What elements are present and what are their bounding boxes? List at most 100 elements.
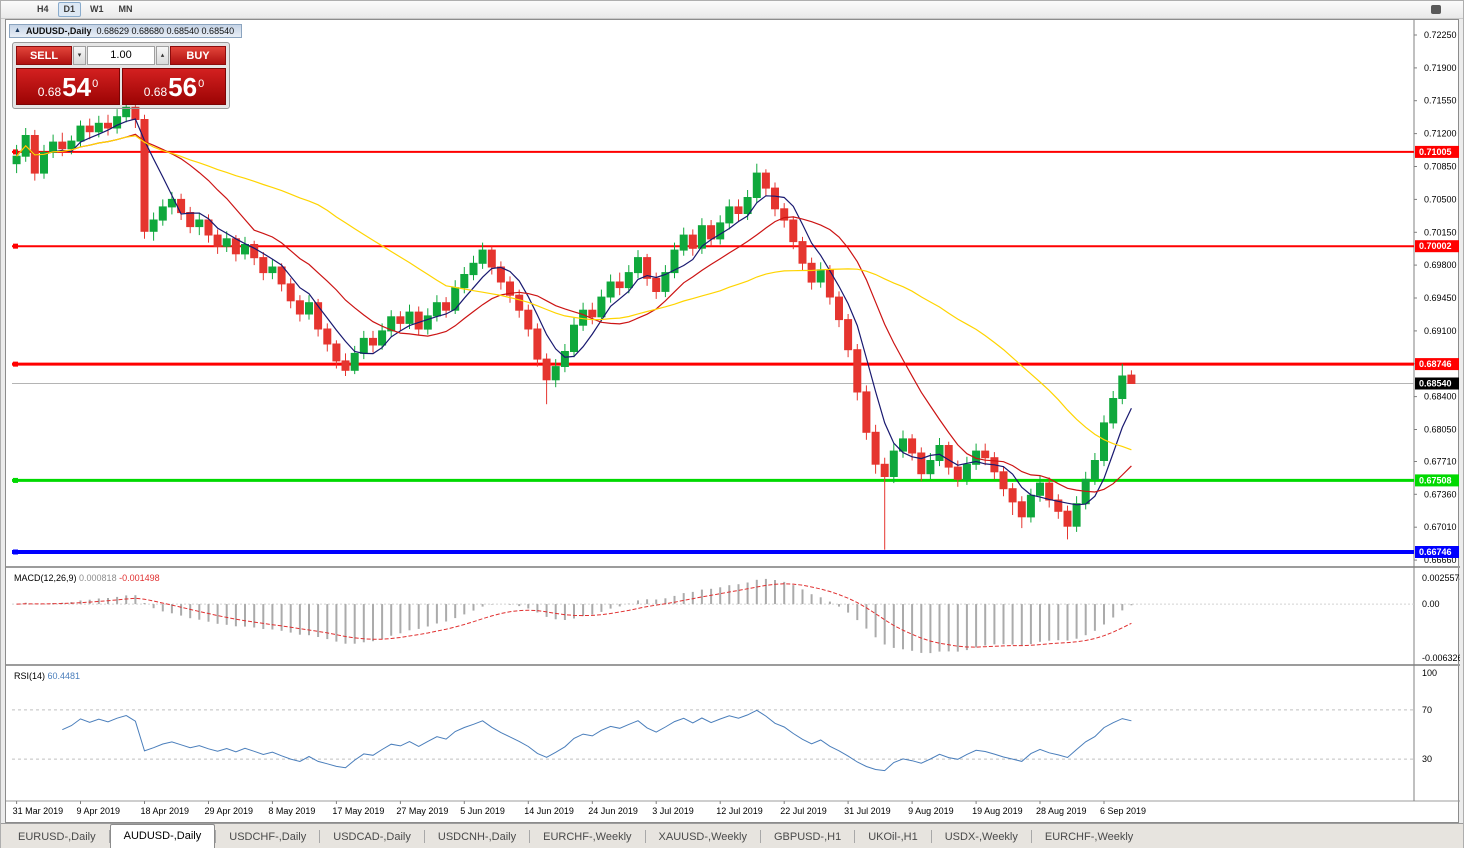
- svg-text:22 Jul 2019: 22 Jul 2019: [780, 806, 827, 816]
- svg-text:31 Mar 2019: 31 Mar 2019: [13, 806, 64, 816]
- tab-divider: [529, 830, 531, 843]
- tab-divider: [215, 830, 217, 843]
- svg-text:0.71550: 0.71550: [1424, 96, 1457, 106]
- chart-tab-eurchf-weekly-5[interactable]: EURCHF-,Weekly: [543, 831, 632, 843]
- svg-text:-0.0063261: -0.0063261: [1422, 653, 1460, 663]
- pane-separators[interactable]: [6, 566, 1460, 802]
- svg-text:0.68540: 0.68540: [1419, 379, 1452, 389]
- svg-text:0.69800: 0.69800: [1424, 260, 1457, 270]
- caption-symbol-period: AUDUSD-,Daily: [25, 26, 92, 36]
- chart-tab-usdcnh-daily-4[interactable]: USDCNH-,Daily: [437, 831, 517, 843]
- chart-tab-gbpusd-h1-7[interactable]: GBPUSD-,H1: [773, 831, 842, 843]
- svg-text:18 Apr 2019: 18 Apr 2019: [141, 806, 190, 816]
- buy-price-prefix: 0.68: [143, 85, 168, 99]
- svg-text:29 Apr 2019: 29 Apr 2019: [205, 806, 254, 816]
- svg-text:0.72250: 0.72250: [1424, 30, 1457, 40]
- svg-text:70: 70: [1422, 705, 1432, 715]
- macd-label: MACD(12,26,9) 0.000818 -0.001498: [14, 573, 160, 583]
- tab-divider: [423, 830, 425, 843]
- tab-divider: [108, 830, 110, 843]
- chart-tab-usdcad-daily-3[interactable]: USDCAD-,Daily: [333, 831, 411, 843]
- svg-text:0.67508: 0.67508: [1419, 475, 1452, 485]
- one-click-trading-panel: SELL ▾ 1.00 ▴ BUY 0.68 54 0 0.68 56 0: [12, 42, 230, 109]
- svg-text:0.71900: 0.71900: [1424, 63, 1457, 73]
- volume-spin-up-icon[interactable]: ▴: [156, 46, 169, 65]
- rsi-line: [62, 709, 1132, 772]
- chart-window[interactable]: 0.72250 0.71900 0.71550 0.71200 0.70850 0.705…: [5, 19, 1460, 823]
- buy-price-tile[interactable]: 0.68 56 0: [122, 68, 226, 105]
- macd-signal-line: [16, 583, 1132, 648]
- svg-text:0.68400: 0.68400: [1424, 392, 1457, 402]
- svg-text:0.68746: 0.68746: [1419, 359, 1452, 369]
- svg-text:0.70850: 0.70850: [1424, 162, 1457, 172]
- chart-menu-icon[interactable]: ▲: [14, 27, 21, 34]
- svg-text:17 May 2019: 17 May 2019: [332, 806, 384, 816]
- toolbar-more-icon[interactable]: [1431, 5, 1441, 14]
- timeframe-button-d1[interactable]: D1: [57, 2, 82, 17]
- svg-text:12 Jul 2019: 12 Jul 2019: [716, 806, 763, 816]
- candlesticks: [12, 99, 1136, 550]
- tab-divider: [759, 830, 761, 843]
- rsi-axis: 100 70 30: [1422, 668, 1437, 764]
- caption-ohlc-values: 0.68629 0.68680 0.68540 0.68540: [96, 26, 235, 36]
- sell-price-pips: 54: [62, 72, 92, 102]
- tab-divider: [644, 830, 646, 843]
- buy-price-point: 0: [198, 78, 205, 90]
- chart-tab-xauusd-weekly-6[interactable]: XAUUSD-,Weekly: [658, 831, 747, 843]
- timeframe-toolbar: H4 D1 W1 MN: [1, 1, 1463, 19]
- chart-tab-eurchf-weekly-10[interactable]: EURCHF-,Weekly: [1044, 831, 1134, 843]
- svg-text:0.0025574: 0.0025574: [1422, 573, 1460, 583]
- svg-text:0.69100: 0.69100: [1424, 326, 1457, 336]
- buy-button[interactable]: BUY: [170, 46, 226, 65]
- svg-text:0.70002: 0.70002: [1419, 241, 1452, 251]
- svg-text:30: 30: [1422, 754, 1432, 764]
- svg-text:19 Aug 2019: 19 Aug 2019: [972, 806, 1023, 816]
- rsi-label: RSI(14) 60.4481: [14, 671, 80, 681]
- svg-text:0.67010: 0.67010: [1424, 522, 1457, 532]
- timeframe-button-w1[interactable]: W1: [90, 4, 104, 14]
- sell-price-tile[interactable]: 0.68 54 0: [16, 68, 120, 105]
- volume-input[interactable]: 1.00: [87, 46, 155, 65]
- chart-tabs: EURUSD-,Daily AUDUSD-,Daily USDCHF-,Daily U…: [5, 824, 1146, 848]
- svg-text:27 May 2019: 27 May 2019: [396, 806, 448, 816]
- tab-divider: [930, 830, 932, 843]
- chart-tab-audusd-daily-1[interactable]: AUDUSD-,Daily: [109, 824, 216, 848]
- svg-text:9 Aug 2019: 9 Aug 2019: [908, 806, 954, 816]
- svg-text:100: 100: [1422, 668, 1437, 678]
- price-tags: 0.71005 0.70002 0.68746 0.67508 0.66746 0.685…: [1415, 145, 1459, 558]
- svg-text:8 May 2019: 8 May 2019: [268, 806, 315, 816]
- svg-text:5 Jun 2019: 5 Jun 2019: [460, 806, 505, 816]
- svg-text:0.68050: 0.68050: [1424, 425, 1457, 435]
- chart-tab-eurusd-daily-0[interactable]: EURUSD-,Daily: [18, 831, 96, 843]
- price-chart-canvas[interactable]: 0.72250 0.71900 0.71550 0.71200 0.70850 0.705…: [6, 20, 1460, 822]
- svg-text:6 Sep 2019: 6 Sep 2019: [1100, 806, 1146, 816]
- svg-text:0.70150: 0.70150: [1424, 227, 1457, 237]
- sell-price-prefix: 0.68: [37, 85, 62, 99]
- svg-text:0.70500: 0.70500: [1424, 194, 1457, 204]
- volume-spin-down-icon[interactable]: ▾: [73, 46, 86, 65]
- svg-text:0.66660: 0.66660: [1424, 555, 1457, 565]
- horizontal-level-lines[interactable]: [12, 149, 1414, 555]
- timeframe-button-mn[interactable]: MN: [118, 4, 133, 14]
- macd-histogram: [24, 578, 1133, 654]
- chart-caption-bar[interactable]: ▲ AUDUSD-,Daily 0.68629 0.68680 0.68540 …: [9, 24, 243, 38]
- chart-tab-ukoil-h1-8[interactable]: UKOil-,H1: [868, 831, 918, 843]
- chart-tab-usdchf-daily-2[interactable]: USDCHF-,Daily: [229, 831, 307, 843]
- svg-text:0.67710: 0.67710: [1424, 457, 1457, 467]
- timeframe-buttons: H4 D1 W1 MN: [31, 2, 139, 17]
- tab-divider: [854, 830, 856, 843]
- svg-text:31 Jul 2019: 31 Jul 2019: [844, 806, 891, 816]
- svg-text:0.67360: 0.67360: [1424, 489, 1457, 499]
- tab-divider: [319, 830, 321, 843]
- svg-text:28 Aug 2019: 28 Aug 2019: [1036, 806, 1087, 816]
- svg-text:0.71005: 0.71005: [1419, 147, 1452, 157]
- svg-text:24 Jun 2019: 24 Jun 2019: [588, 806, 638, 816]
- chart-tab-usdx-weekly-9[interactable]: USDX-,Weekly: [944, 831, 1018, 843]
- sell-price-point: 0: [92, 78, 99, 90]
- svg-text:14 Jun 2019: 14 Jun 2019: [524, 806, 574, 816]
- chart-tab-bar: EURUSD-,Daily AUDUSD-,Daily USDCHF-,Daily U…: [1, 823, 1463, 848]
- date-axis: 31 Mar 2019 9 Apr 2019 18 Apr 2019 29 Apr 2…: [13, 801, 1146, 816]
- sell-button[interactable]: SELL: [16, 46, 72, 65]
- timeframe-button-h4[interactable]: H4: [37, 4, 49, 14]
